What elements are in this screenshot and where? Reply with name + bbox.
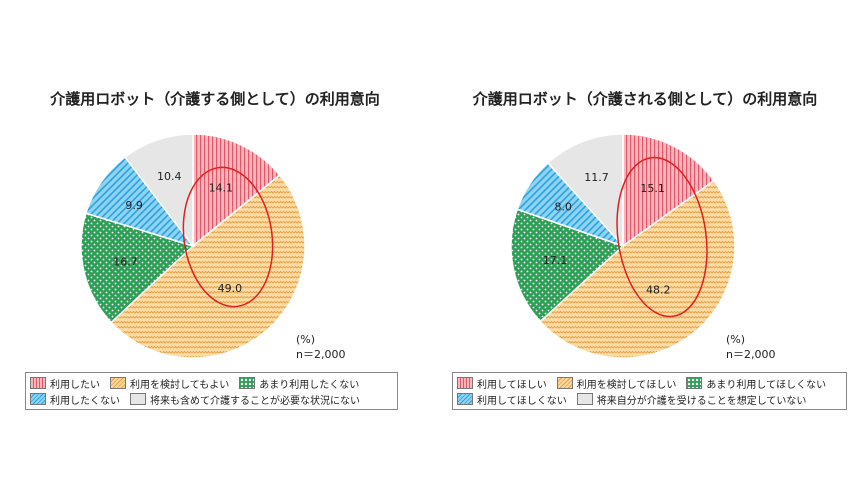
pie-chart-caregiver: 14.1 49.0 16.7 9.9 10.4 (%) n＝2,000 — [80, 133, 345, 361]
legend-label: 将来自分が介護を受けることを想定していない — [596, 395, 807, 407]
legend-item-consider: 利用を検討してもよい — [110, 376, 229, 391]
legend-label: 利用してほしい — [477, 379, 547, 391]
unit-label: (%) — [296, 333, 315, 346]
legend-label: 利用を検討してほしい — [576, 379, 677, 391]
legend-label: 利用を検討してもよい — [130, 379, 230, 391]
data-label-consider: 49.0 — [218, 282, 243, 295]
legend-item-not: 利用してほしくない — [457, 392, 567, 407]
chart-panel-caregiver: 介護用ロボット（介護する側として）の利用意向 14.1 49.0 16.7 9.9 10… — [25, 90, 398, 410]
data-label-not: 9.9 — [125, 199, 143, 212]
legend-label: あまり利用してほしくない — [706, 379, 827, 391]
legend-swatch-not-applicable — [576, 393, 593, 405]
highlight-ellipse — [182, 166, 274, 308]
data-label-want: 14.1 — [209, 181, 234, 194]
legend-label: 利用してほしくない — [477, 395, 567, 407]
legend-label: 利用したい — [50, 379, 100, 391]
slice-not-applicable — [546, 133, 624, 248]
slice-want — [192, 133, 281, 248]
data-label-not-applicable: 10.4 — [157, 170, 182, 183]
legend-item-rather-not: あまり利用してほしくない — [686, 376, 826, 391]
legend-swatch-not — [457, 393, 473, 405]
data-label-want: 15.1 — [640, 182, 665, 195]
legend-item-not: 利用したくない — [30, 392, 120, 407]
chart-title: 介護用ロボット（介護する側として）の利用意向 — [50, 90, 380, 108]
legend-swatch-want — [457, 377, 473, 389]
data-label-not: 8.0 — [555, 200, 573, 213]
legend-swatch-consider — [556, 377, 573, 389]
legend-item-want: 利用したい — [30, 376, 100, 391]
data-label-not-applicable: 11.7 — [584, 171, 609, 184]
legend-swatch-not — [30, 393, 46, 405]
slice-not-applicable — [123, 133, 194, 249]
data-label-consider: 48.2 — [646, 284, 671, 297]
legend-swatch-not-applicable — [130, 393, 146, 405]
data-label-rather-not: 17.1 — [543, 254, 568, 267]
pie-chart-care-receiver: 15.1 48.2 17.1 8.0 11.7 (%) n＝2,000 — [510, 133, 775, 361]
legend-label: 将来も含めて介護することが必要な状況にない — [150, 395, 360, 407]
highlight-ellipse — [616, 156, 708, 318]
slice-rather-not — [80, 212, 195, 324]
slice-consider — [539, 179, 736, 359]
legend-swatch-consider — [110, 377, 126, 389]
data-label-rather-not: 16.7 — [113, 256, 138, 269]
legend-item-want: 利用してほしい — [457, 376, 547, 391]
slice-rather-not — [510, 208, 625, 323]
unit-label: (%) — [726, 333, 745, 346]
chart-panel-care-receiver: 介護用ロボット（介護される側として）の利用意向 15.1 48.2 17.1 8.0 1… — [430, 0, 860, 500]
sample-size-label: n＝2,000 — [296, 348, 345, 361]
legend-item-not-applicable: 将来も含めて介護することが必要な状況にない — [130, 392, 360, 407]
sample-size-label: n＝2,000 — [726, 348, 775, 361]
legend-label: 利用したくない — [50, 395, 120, 407]
legend: 利用してほしい 利用を検討してほしい あまり利用してほしくない 利用してほしくな… — [452, 372, 847, 410]
legend-swatch-want — [30, 377, 46, 389]
slice-consider — [110, 174, 306, 359]
legend-label: あまり利用したくない — [259, 379, 360, 391]
legend: 利用したい 利用を検討してもよい あまり利用したくない 利用したくない 将来も含… — [25, 372, 398, 410]
slice-want — [622, 133, 716, 248]
legend-swatch-rather-not — [239, 377, 256, 389]
legend-swatch-rather-not — [686, 377, 703, 389]
chart-title: 介護用ロボット（介護される側として）の利用意向 — [472, 90, 818, 108]
legend-item-rather-not: あまり利用したくない — [239, 376, 359, 391]
legend-item-consider: 利用を検討してほしい — [556, 376, 677, 391]
legend-item-not-applicable: 将来自分が介護を受けることを想定していない — [576, 392, 807, 407]
